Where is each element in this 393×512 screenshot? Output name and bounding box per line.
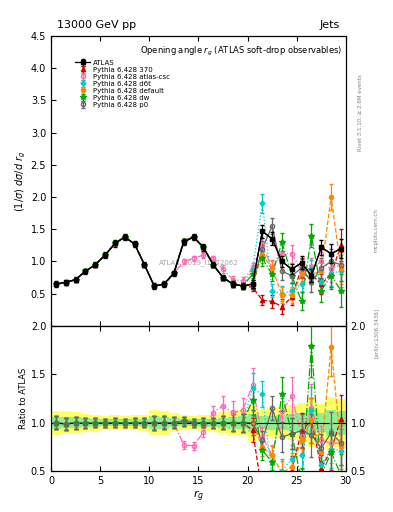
Bar xyxy=(287,405,297,440)
Bar xyxy=(71,417,81,428)
Bar xyxy=(267,416,277,430)
Bar xyxy=(218,417,228,428)
Text: Opening angle $r_g$ (ATLAS soft-drop observables): Opening angle $r_g$ (ATLAS soft-drop obs… xyxy=(140,45,342,58)
Bar xyxy=(326,410,336,436)
Bar xyxy=(326,397,336,449)
Bar xyxy=(169,413,179,432)
Bar xyxy=(248,414,257,432)
Bar xyxy=(238,416,248,429)
Bar xyxy=(120,419,130,426)
Bar xyxy=(257,416,267,429)
Bar xyxy=(267,409,277,437)
Bar xyxy=(189,419,198,426)
Bar xyxy=(189,416,198,430)
Bar xyxy=(71,412,81,434)
Bar xyxy=(120,416,130,430)
Bar xyxy=(316,413,326,432)
Bar xyxy=(287,414,297,432)
Y-axis label: Ratio to ATLAS: Ratio to ATLAS xyxy=(19,368,28,429)
Bar xyxy=(208,415,218,431)
Bar xyxy=(100,419,110,426)
Bar xyxy=(51,411,61,435)
Text: 13000 GeV pp: 13000 GeV pp xyxy=(57,20,136,30)
Bar xyxy=(277,407,287,438)
Bar xyxy=(81,418,90,427)
Bar xyxy=(130,419,140,426)
X-axis label: $r_g$: $r_g$ xyxy=(193,488,204,504)
Bar xyxy=(159,411,169,435)
Bar xyxy=(179,415,189,430)
Legend: ATLAS, Pythia 6.428 370, Pythia 6.428 atlas-csc, Pythia 6.428 d6t, Pythia 6.428 : ATLAS, Pythia 6.428 370, Pythia 6.428 at… xyxy=(75,59,170,108)
Bar xyxy=(297,403,307,442)
Bar xyxy=(149,416,159,429)
Bar xyxy=(90,415,100,431)
Bar xyxy=(307,410,316,435)
Bar xyxy=(228,417,238,429)
Y-axis label: $(1/\sigma)\ d\sigma/d\ r_g$: $(1/\sigma)\ d\sigma/d\ r_g$ xyxy=(13,150,28,211)
Bar xyxy=(257,410,267,436)
Text: Jets: Jets xyxy=(320,20,340,30)
Bar xyxy=(228,411,238,435)
Text: mcplots.cern.ch: mcplots.cern.ch xyxy=(373,208,378,252)
Bar xyxy=(90,419,100,427)
Text: [arXiv:1306.3436]: [arXiv:1306.3436] xyxy=(373,308,378,358)
Bar xyxy=(208,419,218,427)
Bar xyxy=(110,415,120,430)
Bar xyxy=(61,411,71,434)
Bar xyxy=(110,419,120,426)
Bar xyxy=(61,417,71,429)
Bar xyxy=(316,403,326,442)
Bar xyxy=(297,413,307,433)
Bar xyxy=(218,412,228,433)
Bar xyxy=(179,419,189,426)
Bar xyxy=(51,417,61,429)
Bar xyxy=(248,405,257,440)
Bar xyxy=(198,415,208,431)
Bar xyxy=(307,398,316,447)
Bar xyxy=(140,419,149,427)
Bar xyxy=(149,410,159,435)
Bar xyxy=(238,410,248,435)
Bar xyxy=(140,415,149,431)
Bar xyxy=(81,414,90,432)
Bar xyxy=(277,415,287,431)
Text: Rivet 3.1.10, ≥ 2.6M events: Rivet 3.1.10, ≥ 2.6M events xyxy=(358,74,363,151)
Bar xyxy=(130,415,140,430)
Bar xyxy=(198,419,208,426)
Text: ATLAS_2019_I1772062: ATLAS_2019_I1772062 xyxy=(159,259,238,266)
Bar xyxy=(336,411,346,435)
Bar xyxy=(159,417,169,429)
Bar xyxy=(100,416,110,430)
Bar xyxy=(336,398,346,447)
Bar xyxy=(169,418,179,428)
